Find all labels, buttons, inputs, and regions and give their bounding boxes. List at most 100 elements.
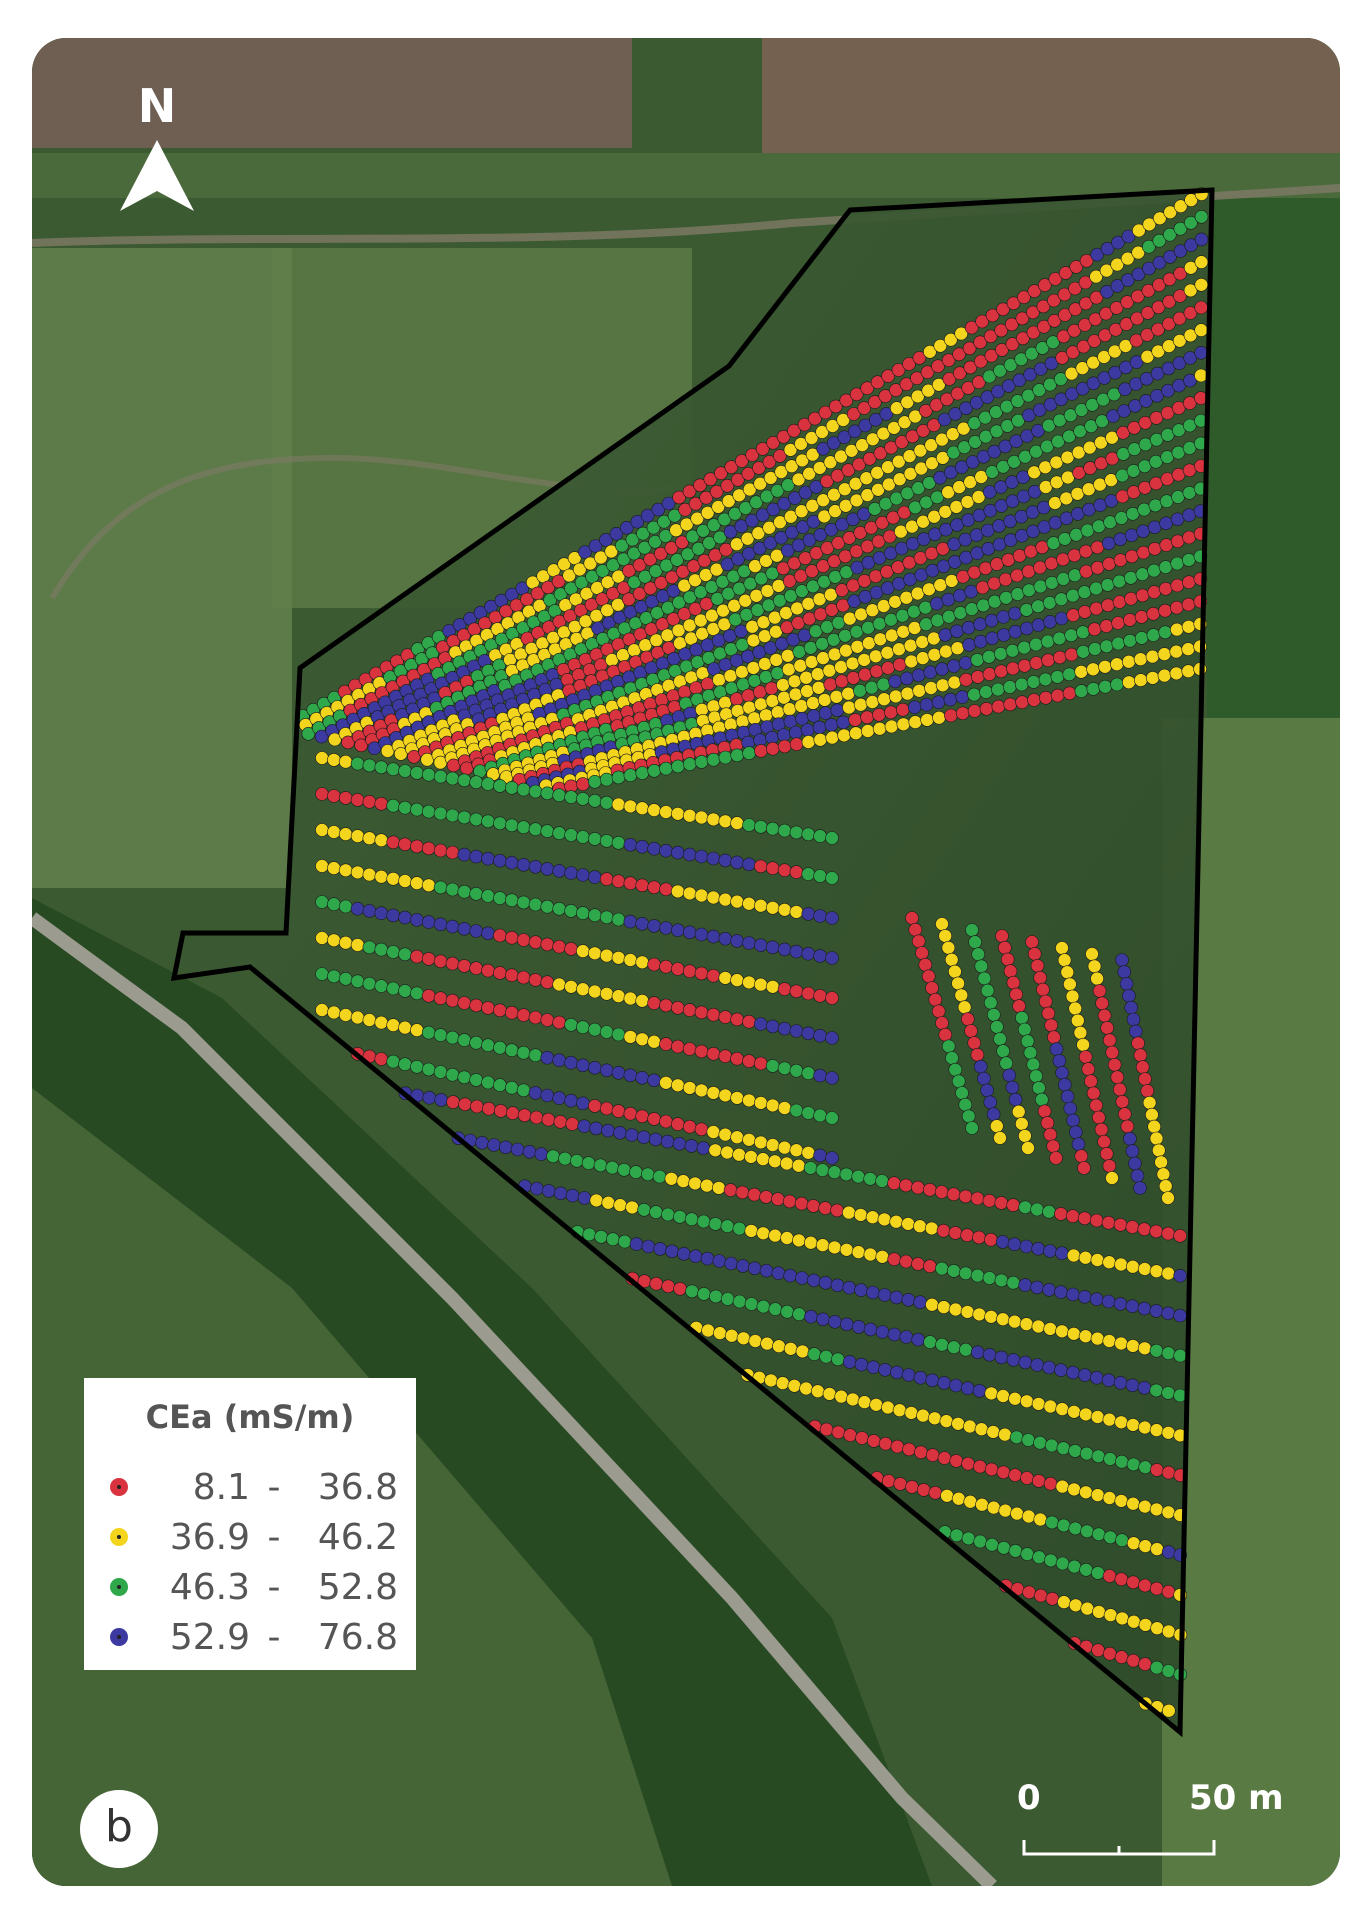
- measurement-point-icon: [540, 786, 555, 801]
- measurement-point-icon: [1170, 556, 1184, 571]
- measurement-point-icon: [948, 964, 962, 979]
- measurement-point-icon: [756, 1299, 771, 1314]
- measurement-point-icon: [1100, 241, 1115, 256]
- measurement-point-icon: [611, 989, 626, 1003]
- measurement-point-icon: [931, 1004, 946, 1019]
- measurement-point-icon: [636, 526, 650, 541]
- measurement-point-icon: [694, 1005, 709, 1020]
- measurement-point-icon: [1151, 322, 1165, 337]
- measurement-point-icon: [939, 1414, 954, 1428]
- measurement-point-icon: [354, 738, 369, 753]
- measurement-point-icon: [1066, 1209, 1080, 1223]
- measurement-point-icon: [1107, 1058, 1122, 1072]
- measurement-point-icon: [670, 1078, 685, 1093]
- measurement-point-icon: [672, 1210, 687, 1224]
- measurement-point-icon: [367, 741, 382, 756]
- measurement-point-icon: [1091, 1449, 1106, 1464]
- measurement-point-icon: [493, 816, 507, 831]
- measurement-point-icon: [1090, 540, 1105, 555]
- measurement-point-icon: [1137, 1222, 1152, 1236]
- measurement-point-icon: [528, 1086, 543, 1100]
- measurement-point-icon: [913, 1370, 928, 1385]
- measurement-point-icon: [1127, 1614, 1141, 1629]
- measurement-point-icon: [951, 1417, 965, 1431]
- measurement-point-icon: [977, 1071, 991, 1086]
- measurement-point-icon: [445, 845, 460, 860]
- measurement-point-icon: [1079, 296, 1093, 311]
- measurement-point-icon: [960, 1012, 975, 1026]
- measurement-point-icon: [980, 983, 995, 998]
- measurement-point-icon: [1030, 1358, 1045, 1372]
- measurement-point-icon: [647, 1034, 661, 1049]
- measurement-point-icon: [923, 1259, 937, 1273]
- measurement-point-icon: [765, 861, 780, 876]
- measurement-point-icon: [825, 1151, 839, 1165]
- measurement-point-icon: [804, 431, 819, 445]
- measurement-point-icon: [565, 1188, 580, 1203]
- measurement-point-icon: [971, 490, 986, 504]
- measurement-point-icon: [764, 1373, 778, 1388]
- measurement-point-icon: [1169, 666, 1184, 681]
- measurement-point-icon: [599, 834, 614, 848]
- measurement-point-icon: [1113, 1297, 1128, 1311]
- measurement-point-icon: [635, 766, 650, 780]
- measurement-point-icon: [955, 1086, 969, 1100]
- measurement-point-icon: [948, 1226, 963, 1240]
- measurement-point-icon: [1021, 1141, 1035, 1155]
- measurement-point-icon: [983, 1095, 998, 1110]
- measurement-point-icon: [973, 354, 988, 369]
- measurement-point-icon: [982, 1271, 997, 1285]
- measurement-point-icon: [1182, 553, 1196, 567]
- measurement-point-icon: [789, 1024, 804, 1038]
- measurement-point-icon: [802, 533, 817, 547]
- measurement-point-icon: [504, 1005, 519, 1020]
- measurement-point-icon: [576, 868, 590, 882]
- measurement-point-icon: [979, 701, 994, 716]
- measurement-point-icon: [623, 768, 638, 783]
- measurement-point-icon: [1183, 373, 1197, 388]
- measurement-point-icon: [1017, 290, 1031, 305]
- measurement-point-icon: [1090, 247, 1104, 262]
- measurement-point-icon: [1003, 358, 1018, 372]
- measurement-point-icon: [975, 580, 990, 595]
- measurement-point-icon: [911, 934, 926, 949]
- legend: CEa (mS/m) 8.1 - 36.8 36.9 - 46.2 46.3 -…: [84, 1378, 416, 1670]
- measurement-point-icon: [338, 863, 353, 878]
- measurement-point-icon: [350, 938, 365, 952]
- measurement-point-icon: [908, 715, 923, 729]
- measurement-point-icon: [457, 921, 472, 936]
- measurement-point-icon: [1162, 339, 1176, 353]
- measurement-point-icon: [795, 1271, 809, 1285]
- measurement-point-icon: [599, 795, 614, 810]
- measurement-point-icon: [728, 506, 742, 521]
- measurement-point-icon: [1161, 1386, 1175, 1400]
- measurement-point-icon: [935, 451, 950, 465]
- measurement-point-icon: [649, 1205, 663, 1219]
- measurement-point-icon: [1149, 1581, 1164, 1596]
- measurement-point-icon: [813, 1108, 827, 1123]
- measurement-point-icon: [781, 478, 795, 492]
- measurement-point-icon: [899, 1330, 914, 1344]
- measurement-point-icon: [1051, 434, 1065, 449]
- measurement-point-icon: [899, 377, 914, 392]
- measurement-point-icon: [857, 401, 872, 415]
- measurement-point-icon: [1138, 1499, 1152, 1514]
- measurement-point-icon: [1077, 585, 1092, 599]
- legend-class-4-low: 52.9: [169, 1617, 250, 1658]
- measurement-point-icon: [994, 664, 1009, 679]
- measurement-point-icon: [1110, 1070, 1125, 1084]
- measurement-point-icon: [730, 934, 744, 948]
- measurement-point-icon: [1066, 608, 1080, 623]
- measurement-point-icon: [398, 874, 412, 888]
- measurement-point-icon: [362, 940, 377, 955]
- measurement-point-icon: [659, 1114, 673, 1129]
- measurement-point-icon: [564, 790, 578, 804]
- measurement-point-icon: [1142, 261, 1156, 276]
- measurement-point-icon: [1149, 1343, 1164, 1358]
- measurement-point-icon: [1057, 1595, 1071, 1609]
- measurement-point-icon: [1108, 322, 1123, 337]
- measurement-point-icon: [1021, 1509, 1036, 1524]
- measurement-point-icon: [481, 851, 495, 866]
- measurement-point-icon: [1088, 312, 1103, 327]
- measurement-point-icon: [789, 737, 804, 752]
